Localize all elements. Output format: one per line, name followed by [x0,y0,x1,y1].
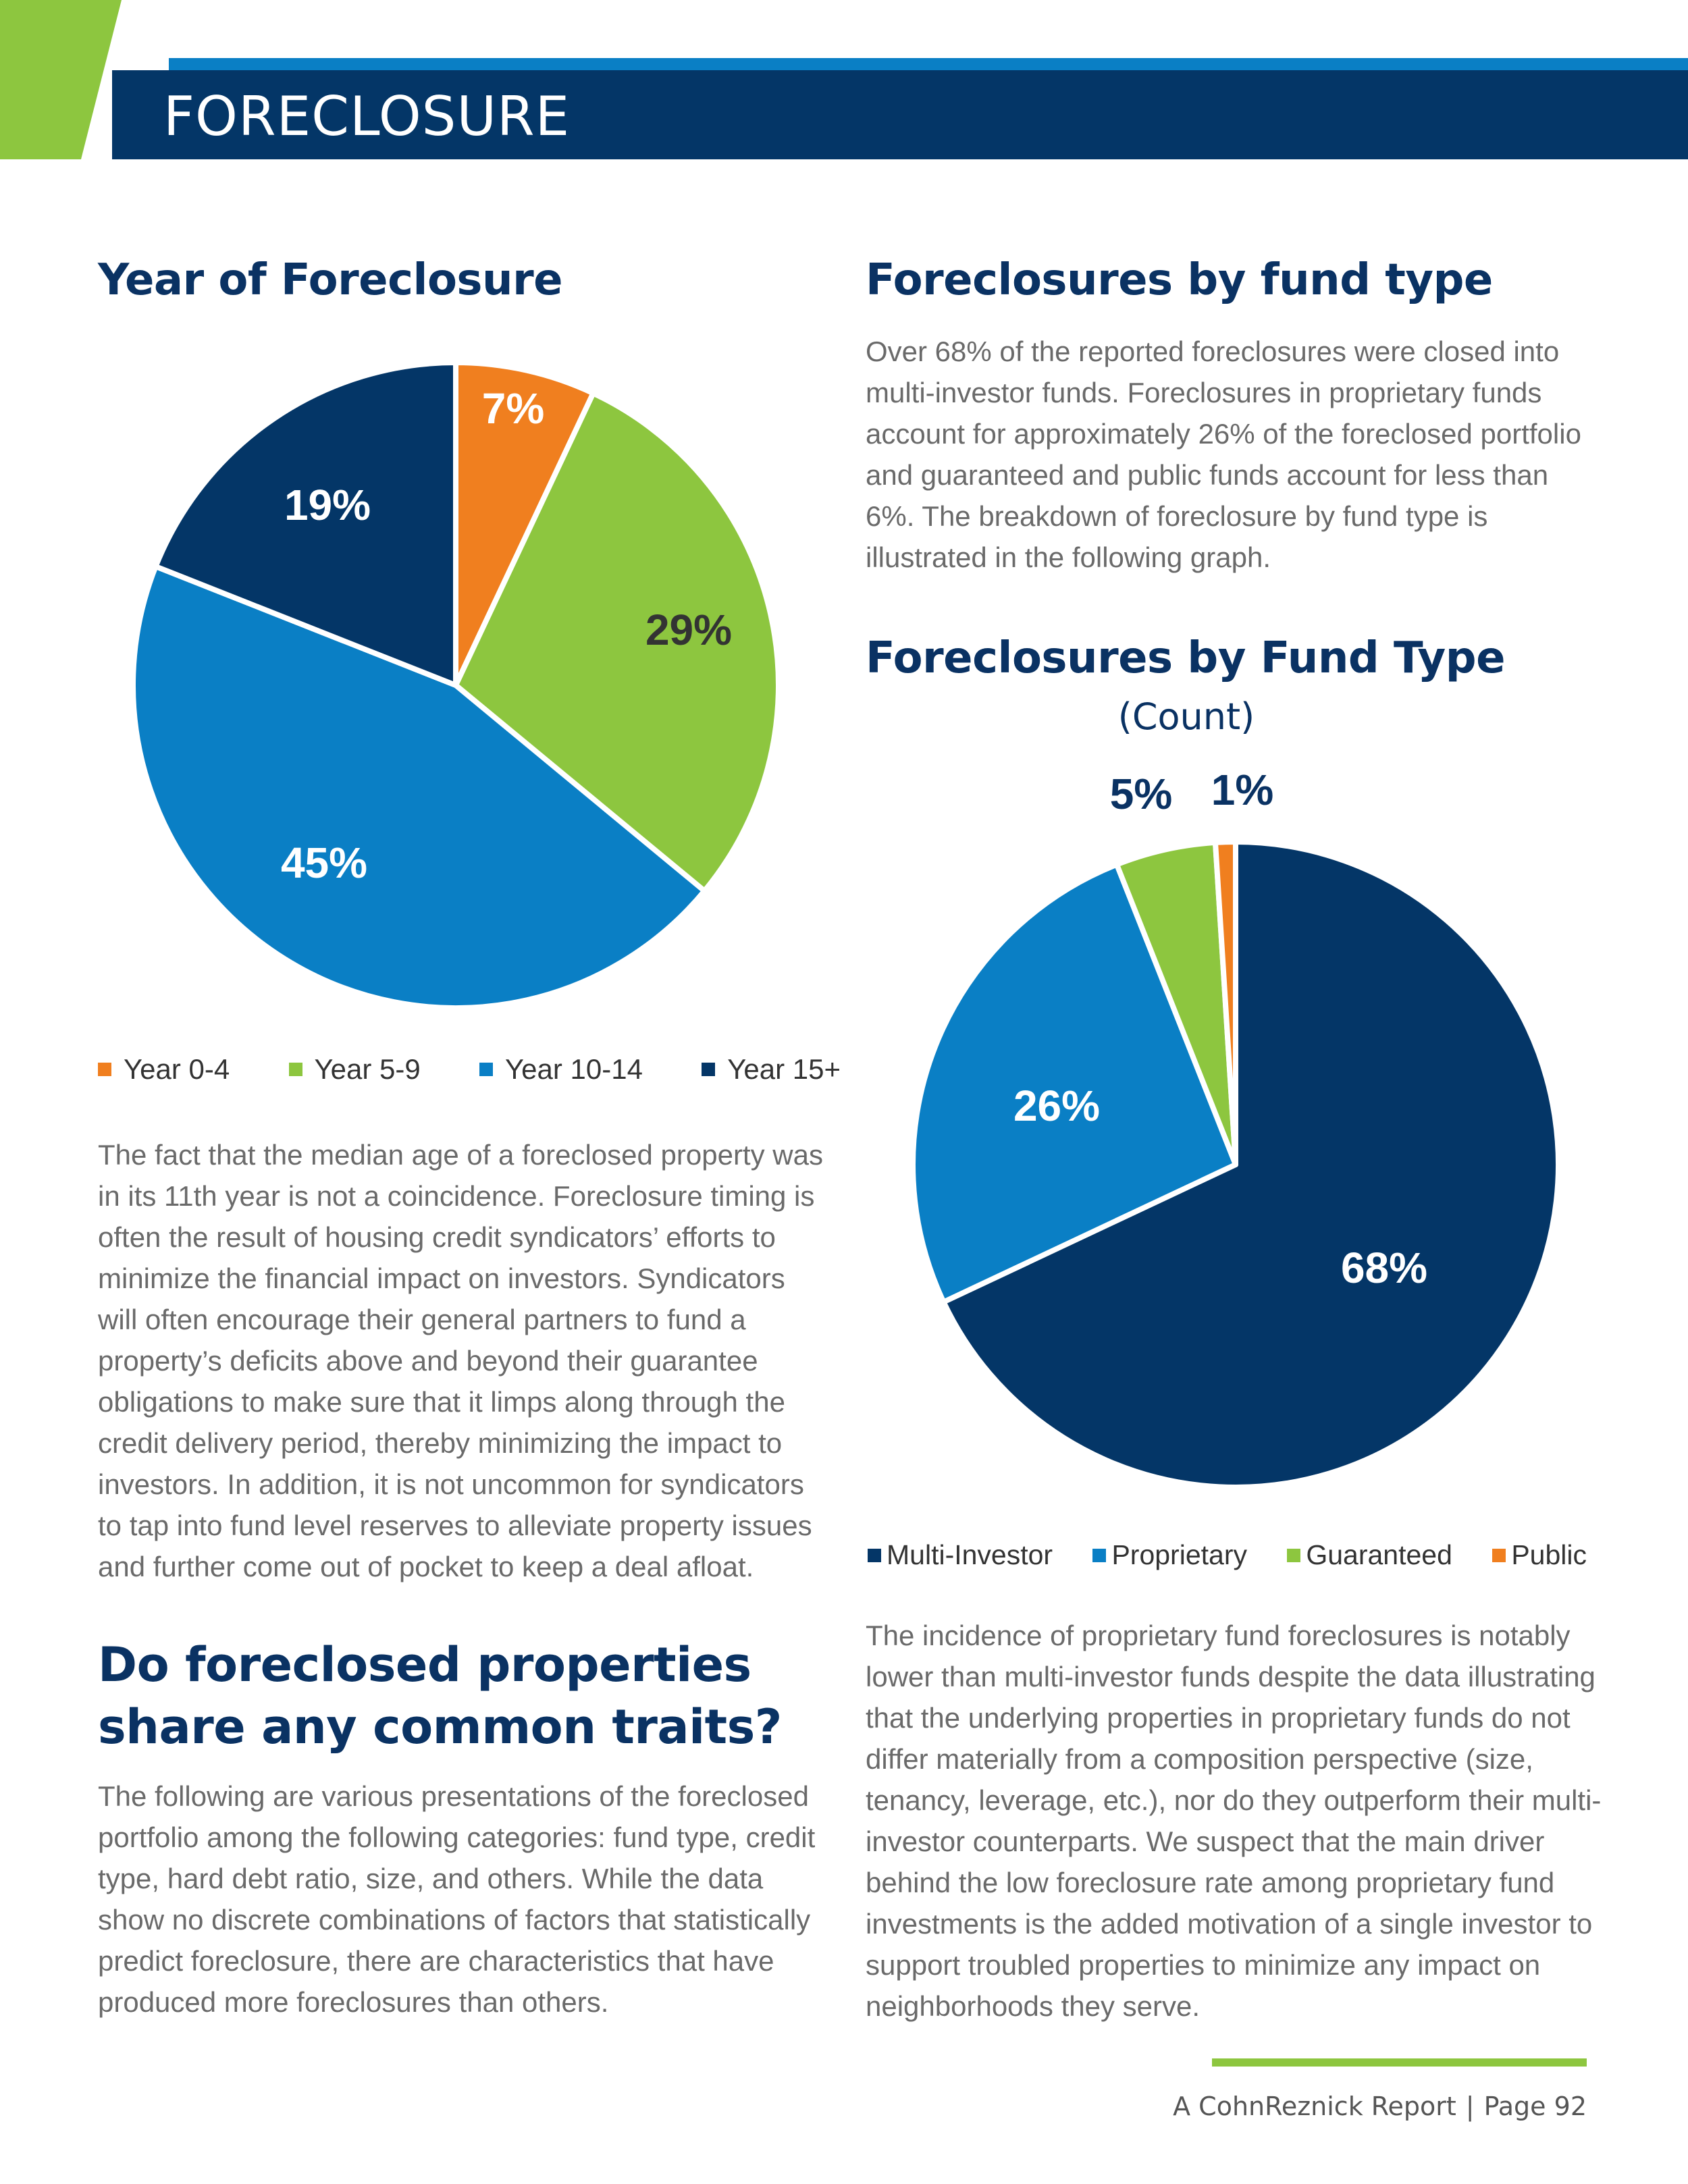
legend-swatch [868,1548,881,1562]
header-green-tab [0,0,122,159]
year-chart-heading: Year of Foreclosure [98,255,563,305]
legend-item-year-15-plus: Year 15+ [702,1053,841,1086]
fund-type-pie: 68% 26% 5% 1% [910,770,1561,1490]
legend-item-public: Public [1492,1539,1587,1571]
pie-data-label: 45% [281,838,367,887]
legend-swatch [702,1063,716,1076]
legend-item-year-10-14: Year 10-14 [479,1053,643,1086]
fund-chart-title: Foreclosures by Fund Type [866,633,1505,683]
legend-swatch [288,1063,302,1076]
pie-slice-year-10-14 [130,564,708,1011]
fund-type-heading: Foreclosures by fund type [866,255,1493,305]
pie-data-label: 19% [284,481,371,529]
pie-data-label: 7% [482,384,545,433]
legend-item-guaranteed: Guaranteed [1287,1539,1452,1571]
page-number: Page 92 [1483,2092,1587,2121]
year-of-foreclosure-pie: 7% 29% 45% 19% [130,360,781,1011]
legend-item-proprietary: Proprietary [1092,1539,1247,1571]
pie-data-label: 5% [1110,770,1173,818]
categories-paragraph: The following are various presentations … [98,1780,816,2018]
footer: A CohnReznick Report | Page 92 [1173,2092,1587,2121]
pie-data-label: 1% [1211,770,1274,814]
legend-swatch [1492,1548,1506,1562]
pie-slice-year-15 [153,360,458,688]
legend-item-year-0-4: Year 0-4 [98,1053,230,1086]
section-title: FORECLOSURE [163,85,571,148]
legend-swatch [1092,1548,1107,1562]
legend-swatch [1287,1548,1301,1562]
pie-slice-proprietary [910,861,1238,1305]
header-stripe [169,58,1688,70]
legend-item-year-5-9: Year 5-9 [288,1053,421,1086]
footer-accent-line [1212,2058,1587,2067]
pie-slice-multi-investor [941,839,1561,1490]
fund-legend: Multi-Investor Proprietary Guaranteed Pu… [868,1539,1587,1571]
pie-data-label: 26% [1013,1082,1100,1130]
pie-data-label: 29% [645,606,732,654]
median-age-paragraph: The fact that the median age of a forecl… [98,1139,823,1582]
footer-report-name: A CohnReznick Report [1173,2092,1456,2121]
legend-swatch [98,1063,111,1076]
common-traits-heading: Do foreclosed properties share any commo… [98,1637,782,1755]
footer-separator: | [1465,2092,1475,2121]
proprietary-paragraph: The incidence of proprietary fund forecl… [866,1620,1602,2022]
pie-data-label: 68% [1341,1244,1427,1292]
legend-swatch [479,1063,493,1076]
pie-slice-year-5-9 [453,390,781,894]
year-legend: Year 0-4 Year 5-9 Year 10-14 Year 15+ [98,1053,841,1086]
header-bar [112,70,1688,159]
legend-item-multi-investor: Multi-Investor [868,1539,1053,1571]
fund-type-paragraph: Over 68% of the reported foreclosures we… [866,336,1581,573]
pie-slice-year-0-4 [453,360,596,688]
pie-slice-public [1212,839,1238,1167]
fund-chart-subtitle: (Count) [1117,695,1255,738]
